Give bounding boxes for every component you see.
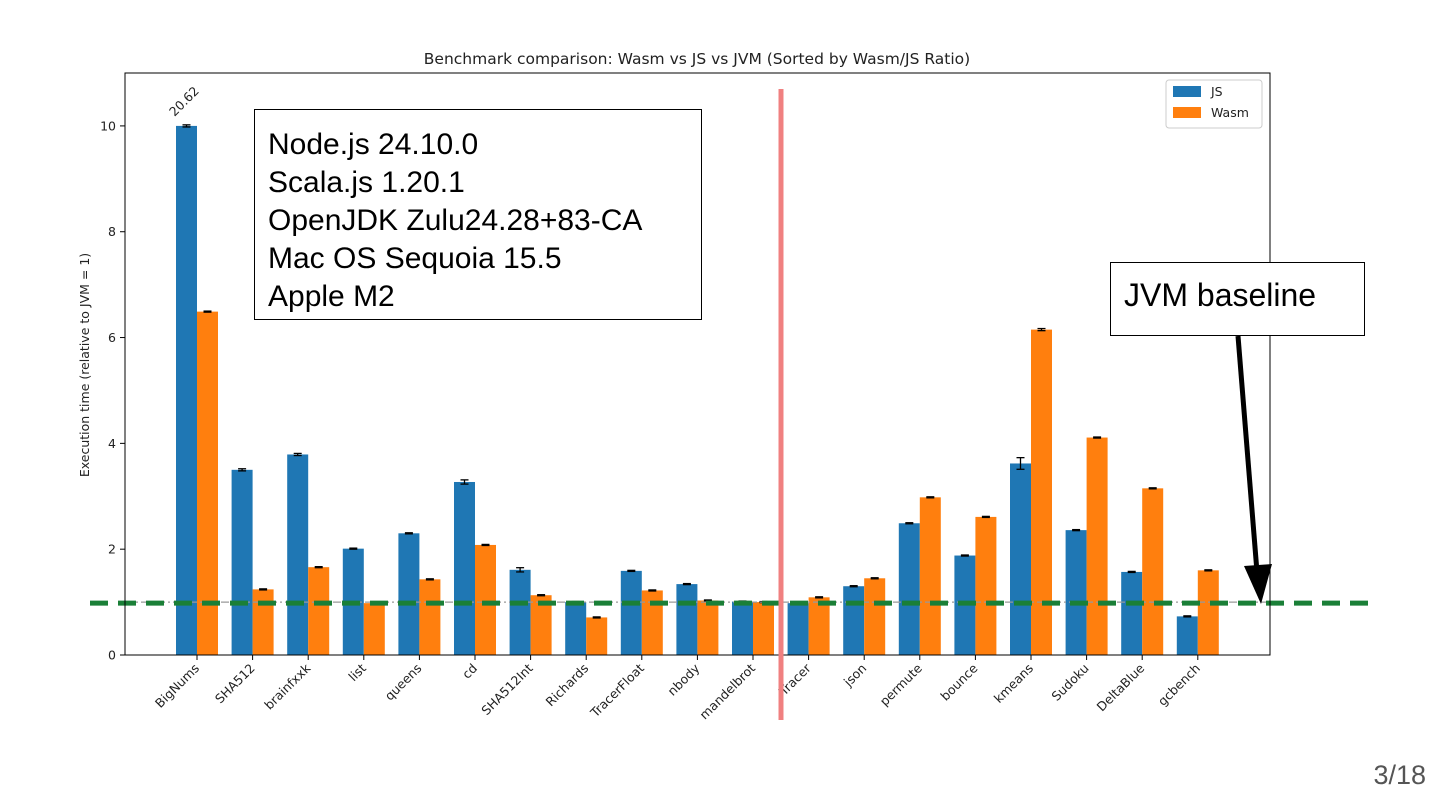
page-number: 3/18 — [1373, 760, 1426, 790]
bar-js-tracer — [787, 603, 809, 655]
x-tick-label-sudoku: Sudoku — [1048, 661, 1091, 704]
bar-js-cd — [454, 481, 475, 655]
x-tick-label-kmeans: kmeans — [991, 661, 1036, 706]
x-tick-label-permute: permute — [877, 660, 925, 708]
bar-annotation-label: 20.62 — [166, 83, 202, 119]
info-line-openjdk: OpenJDK Zulu24.28+83-CA — [268, 204, 643, 237]
bar-js-json — [843, 586, 865, 655]
bar-wasm-deltablue — [1142, 488, 1164, 655]
bar-js-nbody — [676, 584, 698, 655]
legend-swatch-wasm — [1173, 107, 1201, 118]
info-line-macos: Mac OS Sequoia 15.5 — [268, 242, 562, 275]
bar-wasm-gcbench — [1197, 570, 1219, 655]
bar-wasm-richards — [586, 617, 608, 655]
bar-wasm-json — [864, 578, 886, 655]
x-tick-label-nbody: nbody — [664, 660, 702, 698]
bar-wasm-sha512 — [252, 589, 274, 655]
y-tick-label: 6 — [108, 330, 116, 345]
bar-wasm-mandelbrot — [753, 602, 774, 655]
x-tick-label-gcbench: gcbench — [1155, 661, 1203, 709]
bar-js-tracerfloat — [620, 570, 642, 655]
bar-js-kmeans — [1010, 463, 1031, 655]
bar-js-gcbench — [1176, 616, 1198, 655]
baseline-arrow-shaft — [1235, 335, 1260, 573]
bar-js-brainfxxk — [287, 454, 309, 655]
y-tick-label: 8 — [108, 224, 116, 239]
y-tick-label: 0 — [108, 648, 116, 663]
bar-js-queens — [398, 533, 420, 655]
bar-js-sha512int — [509, 569, 531, 655]
legend-label-js: JS — [1210, 84, 1223, 99]
bar-js-deltablue — [1121, 571, 1143, 655]
x-tick-label-queens: queens — [382, 661, 425, 704]
legend-label-wasm: Wasm — [1211, 105, 1249, 120]
x-tick-label-bignums: BigNums — [152, 661, 202, 711]
bar-js-permute — [898, 523, 920, 655]
x-tick-label-mandelbrot: mandelbrot — [696, 660, 758, 722]
bar-wasm-nbody — [697, 600, 719, 655]
x-tick-label-list: list — [345, 660, 369, 684]
bar-wasm-bounce — [975, 516, 997, 655]
bar-js-sha512 — [231, 469, 253, 655]
bar-wasm-cd — [475, 544, 496, 655]
x-tick-label-sha512int: SHA512Int — [478, 660, 536, 718]
y-tick-label: 10 — [100, 118, 116, 133]
x-tick-label-tracerfloat: TracerFloat — [587, 660, 647, 720]
info-line-node: Node.js 24.10.0 — [268, 128, 479, 161]
y-tick-label: 2 — [108, 542, 116, 557]
bar-wasm-queens — [419, 579, 441, 655]
x-tick-label-cd: cd — [459, 661, 480, 682]
x-tick-label-brainfxxk: brainfxxk — [261, 660, 314, 713]
bar-wasm-bignums — [197, 311, 218, 655]
y-axis-label: Execution time (relative to JVM = 1) — [77, 253, 92, 477]
bar-wasm-sha512int — [530, 595, 552, 655]
chart-title: Benchmark comparison: Wasm vs JS vs JVM … — [424, 50, 970, 68]
x-tick-label-bounce: bounce — [937, 660, 980, 703]
bar-wasm-tracer — [808, 597, 830, 655]
bar-wasm-list — [363, 603, 385, 655]
baseline-arrow-head — [1244, 564, 1272, 604]
legend-swatch-js — [1173, 86, 1201, 97]
y-tick-label: 4 — [108, 436, 116, 451]
bar-js-richards — [565, 602, 587, 655]
x-tick-label-deltablue: DeltaBlue — [1094, 660, 1148, 714]
x-tick-label-json: json — [840, 661, 869, 690]
jvm-baseline-callout: JVM baseline — [1110, 262, 1365, 336]
x-tick-label-sha512: SHA512 — [212, 661, 258, 707]
bar-wasm-kmeans — [1031, 329, 1052, 655]
x-tick-label-richards: Richards — [543, 661, 592, 710]
environment-info-box: Node.js 24.10.0 Scala.js 1.20.1 OpenJDK … — [254, 109, 702, 320]
bar-js-mandelbrot — [732, 601, 753, 655]
bar-js-bignums — [176, 125, 197, 656]
bar-wasm-brainfxxk — [308, 567, 330, 655]
info-line-cpu: Apple M2 — [268, 280, 395, 313]
bar-wasm-tracerfloat — [641, 590, 663, 655]
bar-wasm-sudoku — [1086, 437, 1108, 655]
info-line-scalajs: Scala.js 1.20.1 — [268, 166, 465, 199]
bar-wasm-permute — [919, 497, 941, 655]
bar-js-sudoku — [1065, 530, 1087, 655]
